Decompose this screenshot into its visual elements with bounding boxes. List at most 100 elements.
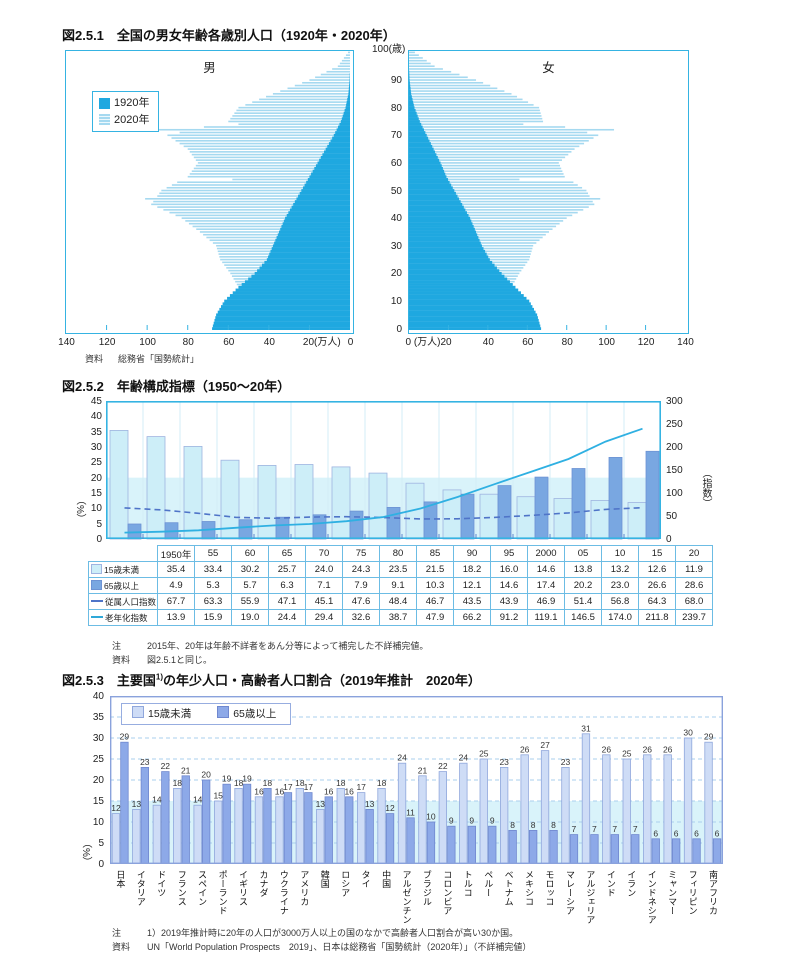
y-axis-tick: 40	[92, 691, 104, 702]
table-value-cell: 13.9	[157, 609, 196, 626]
legend-label-1920: 1920年	[114, 97, 150, 109]
table-value-cell: 174.0	[601, 609, 640, 626]
right-axis-tick: 250	[666, 419, 683, 430]
svg-text:23: 23	[140, 757, 150, 767]
y-axis-tick: 25	[92, 754, 104, 765]
age-tick-label: 10	[390, 295, 402, 307]
svg-text:25: 25	[622, 749, 632, 759]
svg-text:23: 23	[499, 757, 509, 767]
y-axis-tick: 15	[92, 796, 104, 807]
svg-text:23: 23	[561, 757, 571, 767]
table-value-cell: 24.4	[268, 609, 307, 626]
table-value-cell: 35.4	[157, 561, 196, 578]
table-value-cell: 10.3	[416, 577, 455, 594]
country-label: アルジェリア	[585, 870, 596, 924]
table-row-label: 15歳未満	[87, 561, 159, 578]
svg-text:14: 14	[152, 795, 162, 805]
pyramid-legend: 1920年 2020年	[92, 91, 160, 132]
table-year-header: 70	[305, 545, 344, 562]
legend-swatch-over65	[217, 706, 230, 718]
legend-label-under15: 15歳未満	[148, 708, 192, 720]
table-row: 15歳未満 35.4 33.4 30.2 25.7 24.0 24.3 23.5 21.5 18.…	[87, 561, 714, 578]
legend-swatch-2020	[99, 114, 110, 126]
table-value-cell: 17.4	[527, 577, 566, 594]
age-tick-label: 20	[390, 268, 402, 280]
legend-swatch-under15	[132, 706, 144, 718]
figure2-title: 図2.5.2 年齢構成指標（1950〜20年）	[62, 379, 291, 394]
under15-bars	[109, 429, 647, 540]
table-value-cell: 43.9	[490, 593, 529, 610]
table-value-cell: 43.5	[453, 593, 492, 610]
table-value-cell: 6.3	[268, 577, 307, 594]
female-axis-label: 40	[482, 337, 494, 348]
svg-text:6: 6	[715, 828, 720, 838]
table-value-cell: 13.2	[601, 561, 640, 578]
male-axis-label: 0	[347, 337, 354, 348]
table-year-header: 20	[675, 545, 714, 562]
female-pyramid-panel: 女	[408, 50, 689, 334]
female-axis-label: 60	[522, 337, 534, 348]
legend-item-under15: 15歳未満	[132, 706, 191, 721]
source-label: 資料	[85, 354, 104, 364]
right-axis-tick: 150	[666, 465, 683, 476]
table-value-cell: 32.6	[342, 609, 381, 626]
source-text: 総務省「国勢統計」	[118, 354, 200, 364]
table-value-cell: 7.9	[342, 577, 381, 594]
note-text: 2015年、20年は年齢不詳者をあん分等によって補完した不詳補完値。	[147, 641, 429, 651]
figure3-title: 図2.5.3 主要国1)の年少人口・高齢者人口割合（2019年推計 2020年）	[62, 670, 481, 689]
table-value-cell: 29.4	[305, 609, 344, 626]
svg-text:18: 18	[336, 778, 346, 788]
svg-text:10: 10	[426, 812, 436, 822]
svg-text:19: 19	[242, 774, 252, 784]
female-axis-label: 0 (万人)20	[405, 337, 452, 348]
table-value-cell: 12.1	[453, 577, 492, 594]
left-axis-tick: 45	[90, 396, 102, 407]
table-value-cell: 46.9	[527, 593, 566, 610]
left-axis-tick: 15	[90, 488, 102, 499]
country-label: イタリア	[135, 870, 146, 906]
country-label: 南アフリカ	[708, 870, 718, 915]
country-label: アルゼンチン	[401, 870, 412, 924]
age-tick-label: 70	[390, 130, 402, 142]
svg-text:8: 8	[551, 820, 556, 830]
table-value-cell: 12.6	[638, 561, 677, 578]
male-axis-label: 80	[182, 337, 194, 348]
table-year-header: 05	[564, 545, 603, 562]
table-value-cell: 46.7	[416, 593, 455, 610]
table-value-cell: 33.4	[194, 561, 233, 578]
right-axis-tick: 200	[666, 442, 683, 453]
figure3-axis-unit: （%）	[80, 838, 91, 867]
svg-text:12: 12	[385, 803, 395, 813]
y-axis-tick: 0	[98, 859, 104, 870]
table-value-cell: 38.7	[379, 609, 418, 626]
country-label: インド	[605, 870, 616, 897]
legend-item-2020: 2020年	[99, 112, 149, 129]
svg-text:27: 27	[540, 740, 550, 750]
table-value-cell: 5.3	[194, 577, 233, 594]
y-axis-tick: 20	[92, 775, 104, 786]
svg-text:18: 18	[295, 778, 305, 788]
figure2-left-axis-unit: （%）	[74, 495, 85, 524]
left-axis-tick: 30	[90, 442, 102, 453]
country-label: タイ	[360, 870, 371, 888]
table-value-cell: 63.3	[194, 593, 233, 610]
svg-text:6: 6	[653, 828, 658, 838]
table-year-header: 2000	[527, 545, 566, 562]
y-axis-tick: 35	[92, 712, 104, 723]
male-pyramid-chart	[106, 51, 350, 331]
svg-text:30: 30	[683, 728, 693, 738]
svg-text:7: 7	[572, 824, 577, 834]
svg-text:22: 22	[161, 761, 171, 771]
background-band	[110, 801, 723, 864]
female-pyramid-chart	[409, 51, 647, 331]
svg-text:17: 17	[356, 782, 366, 792]
svg-text:19: 19	[222, 774, 232, 784]
country-label: フランス	[176, 870, 187, 906]
figure1-title: 図2.5.1 全国の男女年齢各歳別人口（1920年・2020年）	[62, 28, 396, 43]
table-value-cell: 23.5	[379, 561, 418, 578]
country-label: カナダ	[258, 870, 269, 897]
svg-text:8: 8	[510, 820, 515, 830]
svg-text:11: 11	[406, 807, 415, 817]
figure3-legend: 15歳未満 65歳以上	[121, 703, 292, 725]
table-row-label: 65歳以上	[87, 577, 159, 594]
